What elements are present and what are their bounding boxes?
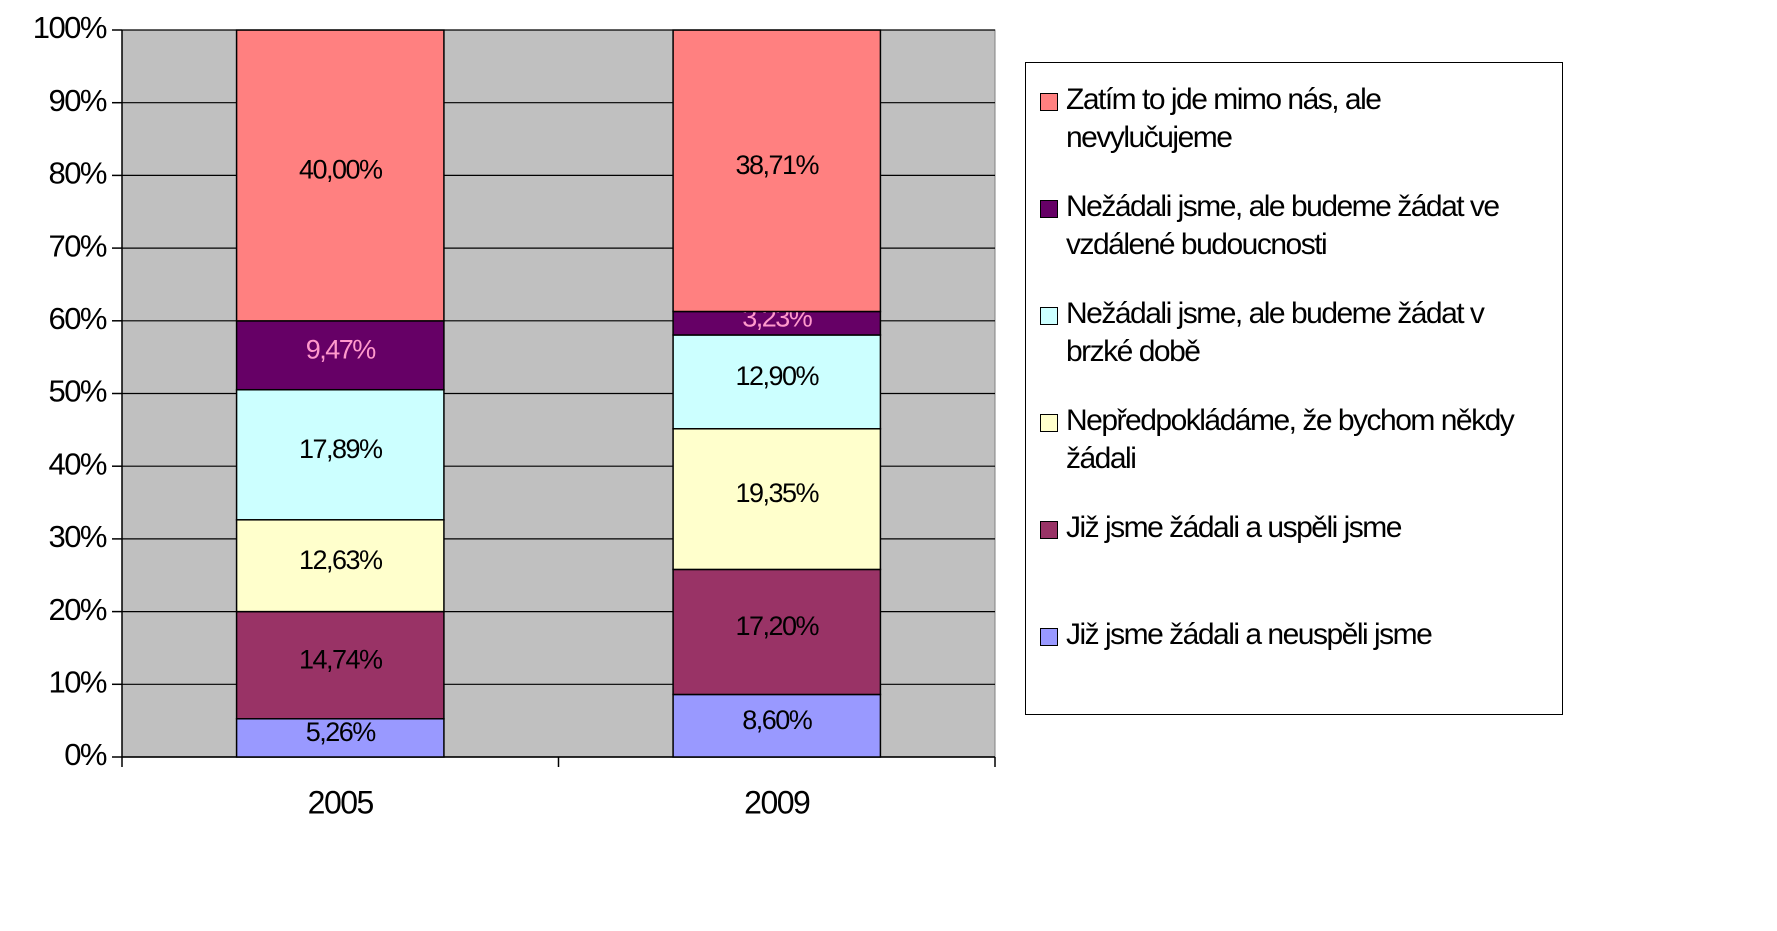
legend-label: Již jsme žádali a uspěli jsme bbox=[1066, 511, 1402, 544]
legend-swatch bbox=[1040, 307, 1058, 325]
legend-swatch bbox=[1040, 414, 1058, 432]
legend-item: Již jsme žádali a neuspěli jsme bbox=[1026, 616, 1562, 723]
x-tick-label: 2005 bbox=[308, 784, 374, 820]
data-label: 8,60% bbox=[742, 705, 813, 735]
y-tick-label: 60% bbox=[48, 301, 106, 336]
legend-item: Nepředpokládáme, že bychom někdy žádali bbox=[1026, 402, 1562, 509]
bar-segment bbox=[235, 718, 445, 758]
bar-segment bbox=[235, 610, 445, 720]
bar-segment bbox=[672, 428, 882, 571]
legend-label: Již jsme žádali a neuspěli jsme bbox=[1066, 618, 1433, 651]
bar-segment bbox=[672, 334, 882, 430]
y-tick-label: 100% bbox=[33, 10, 107, 45]
legend-label: Nežádali jsme, ale budeme žádat v brzké … bbox=[1066, 297, 1485, 368]
data-label: 12,90% bbox=[735, 361, 819, 391]
legend-item: Již jsme žádali a uspěli jsme bbox=[1026, 509, 1562, 616]
data-label: 14,74% bbox=[299, 644, 383, 674]
y-tick-label: 50% bbox=[48, 374, 106, 409]
legend-label: Zatím to jde mimo nás, ale nevylučujeme bbox=[1066, 83, 1382, 154]
chart: 0% 10% 20% 30% 40% 50% 60% 70% 80% 90% 100% 2005 5,2… bbox=[33, 10, 996, 820]
data-label: 38,71% bbox=[735, 150, 819, 180]
y-tick-label: 90% bbox=[48, 83, 106, 118]
y-tick-label: 30% bbox=[48, 519, 106, 554]
y-tick-label: 70% bbox=[48, 228, 106, 263]
data-label: 5,26% bbox=[306, 717, 377, 747]
x-tick-label: 2009 bbox=[744, 784, 810, 820]
bar-segment bbox=[235, 320, 445, 391]
bar-segment bbox=[672, 29, 882, 313]
data-label: 17,89% bbox=[299, 434, 383, 464]
y-tick-label: 80% bbox=[48, 156, 106, 191]
data-label: 19,35% bbox=[735, 478, 819, 508]
legend-swatch bbox=[1040, 628, 1058, 646]
y-tick-label: 0% bbox=[64, 737, 107, 772]
legend: Zatím to jde mimo nás, ale nevylučujeme N… bbox=[1025, 62, 1563, 715]
y-tick-label: 40% bbox=[48, 446, 106, 481]
legend-swatch bbox=[1040, 93, 1058, 111]
y-tick-label: 20% bbox=[48, 592, 106, 627]
bar-segment bbox=[672, 568, 882, 696]
bar-segment bbox=[672, 693, 882, 758]
legend-label: Nepředpokládáme, že bychom někdy žádali bbox=[1066, 404, 1515, 475]
y-tick-label: 10% bbox=[48, 664, 106, 699]
bar-segment bbox=[235, 388, 445, 521]
data-label: 17,20% bbox=[735, 611, 819, 641]
data-label: 12,63% bbox=[299, 545, 383, 575]
legend-item: Zatím to jde mimo nás, ale nevylučujeme bbox=[1026, 81, 1562, 188]
legend-item: Nežádali jsme, ale budeme žádat v brzké … bbox=[1026, 295, 1562, 402]
bar-segment bbox=[235, 29, 445, 322]
legend-item: Nežádali jsme, ale budeme žádat ve vzdál… bbox=[1026, 188, 1562, 295]
data-label: 40,00% bbox=[299, 155, 383, 185]
legend-swatch bbox=[1040, 521, 1058, 539]
legend-swatch bbox=[1040, 200, 1058, 218]
bar-segment bbox=[235, 519, 445, 613]
data-label: 9,47% bbox=[306, 334, 377, 364]
legend-label: Nežádali jsme, ale budeme žádat ve vzdál… bbox=[1066, 190, 1500, 261]
